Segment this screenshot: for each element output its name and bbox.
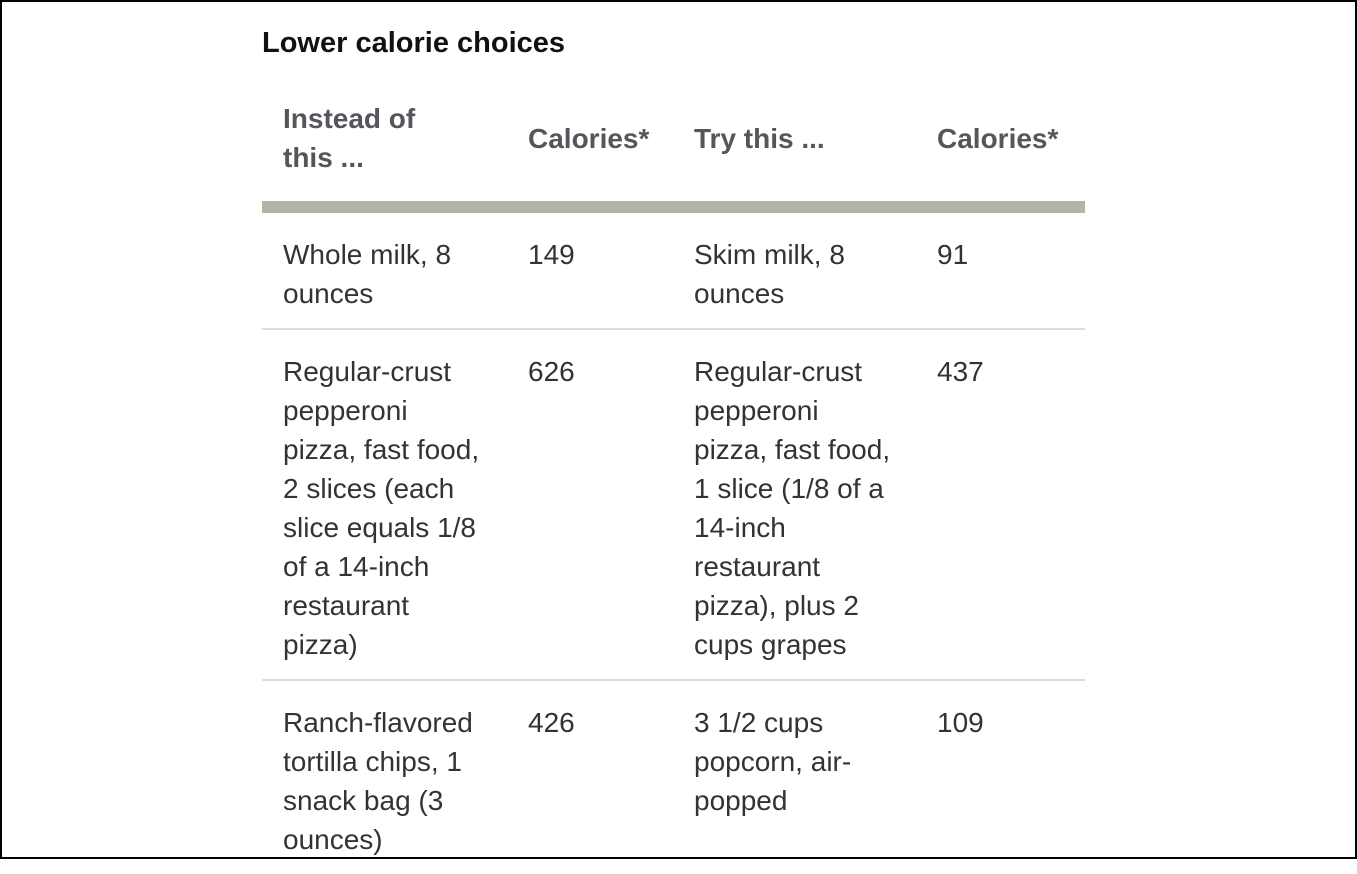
cell-try-calories: 91: [937, 239, 969, 270]
column-header-try-this: Try this ...: [673, 99, 916, 213]
cell-try-food: Regular-crust pepperoni pizza, fast food…: [673, 328, 916, 680]
column-header-calories-right: Calories*: [916, 99, 1085, 213]
cell-instead-calories: 626: [507, 328, 673, 680]
lower-calorie-choices-table: Instead of this ... Calories* Try this .…: [262, 99, 1085, 874]
cell-instead-food: Whole milk, 8 ounces: [283, 239, 452, 309]
table-row: Whole milk, 8 ounces 149 Skim milk, 8 ou…: [262, 207, 1085, 329]
column-header-instead-of-this: Instead of this ...: [262, 99, 507, 213]
table-header-row: Instead of this ... Calories* Try this .…: [262, 99, 1085, 213]
cell-instead-calories: 149: [528, 239, 575, 270]
cell-try-food: Skim milk, 8 ounces: [694, 239, 845, 309]
cell-try-calories: 437: [916, 328, 1085, 680]
section-title: Lower calorie choices: [262, 27, 566, 59]
table-row: Regular-crust pepperoni pizza, fast food…: [262, 328, 1085, 680]
column-header-calories-left: Calories*: [507, 99, 673, 213]
cell-instead-food: Regular-crust pepperoni pizza, fast food…: [262, 328, 507, 680]
cell-instead-calories: 426: [507, 679, 673, 874]
cell-try-food: 3 1/2 cups popcorn, air-popped: [673, 679, 916, 874]
table-row: Ranch-flavored tortilla chips, 1 snack b…: [262, 679, 1085, 874]
cell-instead-food: Ranch-flavored tortilla chips, 1 snack b…: [262, 679, 507, 874]
cell-try-calories: 109: [916, 679, 1085, 874]
